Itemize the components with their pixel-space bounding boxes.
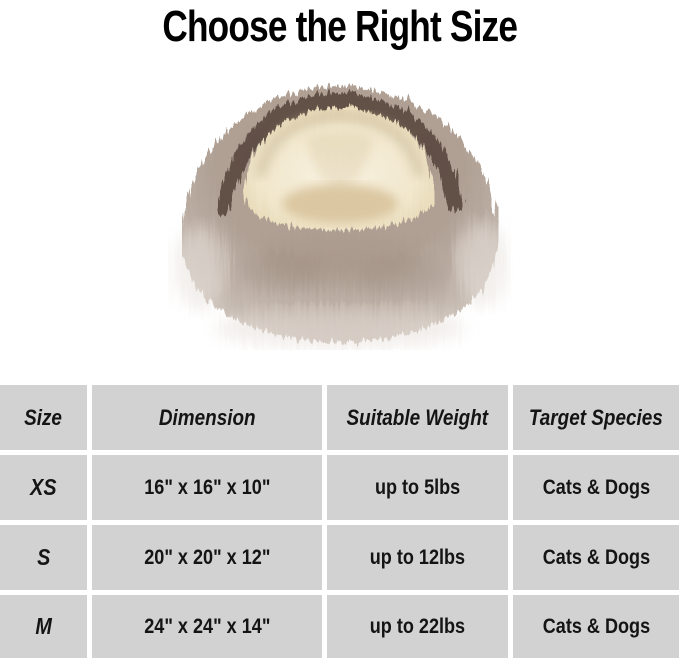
cell-dimension-xs: 16" x 16" x 10" — [92, 455, 322, 520]
pet-bed-image — [168, 78, 513, 350]
weight-value: up to 22lbs — [369, 614, 466, 638]
size-chart-table: Size Dimension Suitable Weight Target Sp… — [0, 385, 679, 658]
dimension-value: 20" x 20" x 12" — [143, 545, 271, 569]
hood-rim-dark-fur — [216, 92, 464, 216]
species-value: Cats & Dogs — [542, 614, 650, 638]
col-header-weight-label: Suitable Weight — [346, 404, 489, 430]
col-header-size: Size — [0, 385, 87, 450]
col-header-size-label: Size — [24, 404, 63, 430]
page-title: Choose the Right Size — [0, 0, 679, 54]
cell-weight-xs: up to 5lbs — [327, 455, 508, 520]
col-header-dimension-label: Dimension — [158, 404, 256, 430]
col-header-dimension: Dimension — [92, 385, 322, 450]
cell-size-m: M — [0, 595, 87, 658]
col-header-species: Target Species — [513, 385, 679, 450]
species-value: Cats & Dogs — [542, 545, 650, 569]
dimension-value: 24" x 24" x 14" — [143, 614, 271, 638]
opening-inner-shadow — [254, 110, 426, 178]
edge-highlight-left — [174, 226, 226, 310]
weight-value: up to 5lbs — [374, 475, 461, 499]
size-value: S — [36, 544, 51, 570]
pet-bed-illustration — [174, 86, 508, 348]
cell-weight-s: up to 12lbs — [327, 525, 508, 590]
species-value: Cats & Dogs — [542, 475, 650, 499]
opening-depth-shadow — [306, 132, 374, 190]
edge-highlight-bottom — [215, 308, 465, 348]
edge-highlight-right — [456, 221, 508, 305]
cell-dimension-s: 20" x 20" x 12" — [92, 525, 322, 590]
dimension-value: 16" x 16" x 10" — [143, 475, 271, 499]
cell-weight-m: up to 22lbs — [327, 595, 508, 658]
fur-shading — [260, 230, 420, 286]
cell-size-xs: XS — [0, 455, 87, 520]
col-header-weight: Suitable Weight — [327, 385, 508, 450]
cell-species-xs: Cats & Dogs — [513, 455, 679, 520]
size-value: XS — [30, 474, 57, 500]
cell-species-m: Cats & Dogs — [513, 595, 679, 658]
cell-species-s: Cats & Dogs — [513, 525, 679, 590]
cell-dimension-m: 24" x 24" x 14" — [92, 595, 322, 658]
weight-value: up to 12lbs — [369, 545, 466, 569]
page-title-text: Choose the Right Size — [162, 2, 518, 51]
size-value: M — [35, 613, 52, 639]
col-header-species-label: Target Species — [529, 404, 663, 430]
cell-size-s: S — [0, 525, 87, 590]
bed-floor — [282, 184, 398, 224]
